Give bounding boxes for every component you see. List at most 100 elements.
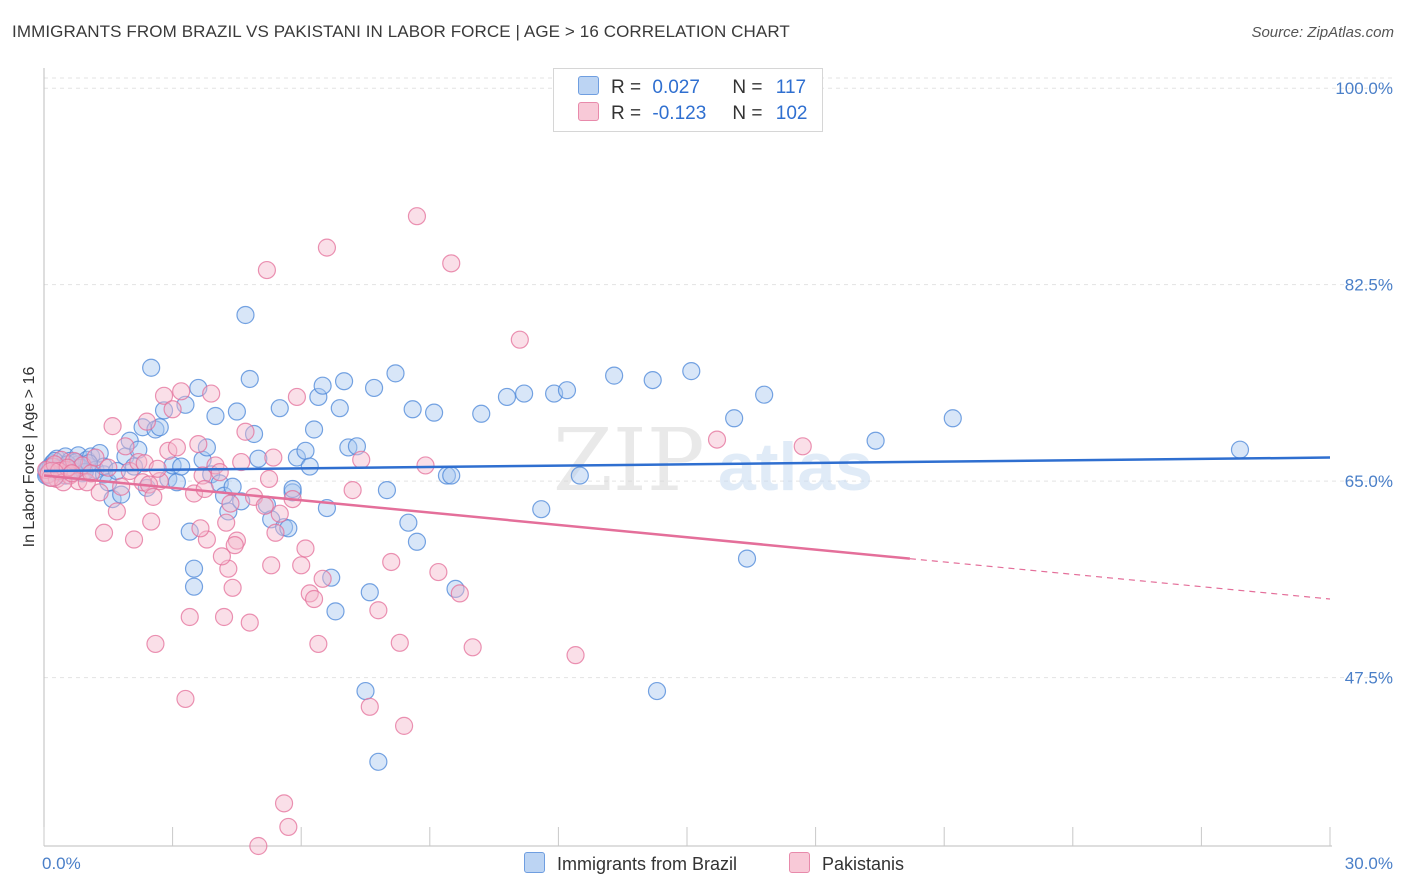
legend-n-value: 117	[775, 77, 807, 98]
pakistani-point	[249, 836, 268, 856]
brazil-point	[347, 437, 367, 456]
pakistani-point	[240, 613, 259, 632]
pakistani-point	[189, 434, 208, 454]
pakistani-point	[255, 496, 274, 515]
brazil-point	[180, 522, 199, 541]
brazil-point	[943, 409, 962, 428]
brazil-point	[240, 369, 259, 389]
pakistani-point	[172, 382, 191, 401]
pakistani-point	[212, 547, 231, 566]
brazil-point	[386, 364, 405, 383]
brazil-point	[326, 602, 345, 621]
pakistani-point	[107, 502, 126, 521]
brazil-point	[472, 404, 491, 423]
brazil-point	[184, 559, 204, 578]
pakistani-point	[309, 634, 328, 654]
pakistani-point	[232, 452, 251, 472]
trend-line-pakistanis-extension	[909, 558, 1331, 600]
pakistani-point	[86, 448, 105, 467]
pakistani-point	[369, 601, 388, 620]
x-tick-label-min: 0.0%	[42, 854, 81, 873]
brazil-point	[330, 399, 349, 418]
pakistani-point	[142, 512, 161, 531]
pakistani-point	[707, 430, 727, 449]
pakistani-point	[202, 384, 221, 403]
trend-line-brazil	[43, 456, 1331, 473]
pakistani-point	[463, 638, 482, 657]
brazil-point	[643, 370, 662, 390]
series-brazil-points	[37, 305, 1250, 771]
pakistani-point	[450, 584, 469, 603]
legend-r-label: R =	[611, 103, 642, 124]
brazil-point	[309, 387, 328, 407]
brazil-point	[249, 449, 268, 468]
brazil-point	[112, 485, 131, 504]
pakistani-point	[167, 438, 186, 457]
brazil-point	[605, 366, 624, 385]
pakistani-point	[343, 481, 362, 500]
pakistani-point	[180, 607, 199, 627]
legend-swatch-brazil	[578, 76, 599, 95]
brazil-point	[227, 402, 246, 421]
chart-title: IMMIGRANTS FROM BRAZIL VS PAKISTANI IN L…	[12, 22, 790, 41]
y-tick-labels: 47.5% 65.0% 82.5% 100.0%	[1335, 79, 1393, 687]
brazil-point	[647, 681, 667, 701]
pakistani-point	[144, 487, 163, 506]
bottom-legend-swatch-pakistanis	[789, 852, 810, 873]
x-tick-label-max: 30.0%	[1345, 854, 1393, 873]
pakistani-point	[103, 417, 122, 436]
pakistani-point	[262, 556, 281, 575]
pakistani-point	[225, 536, 244, 555]
pakistani-point	[99, 458, 118, 477]
brazil-point	[142, 358, 161, 377]
legend-row-pakistanis: R = -0.123 N = 102	[578, 102, 807, 126]
source-label: Source: ZipAtlas.com	[1251, 24, 1394, 41]
brazil-point	[737, 549, 757, 568]
pakistani-point	[510, 330, 529, 349]
legend-swatch-pakistanis	[578, 102, 599, 121]
pakistani-point	[221, 494, 240, 513]
brazil-point	[236, 305, 255, 325]
pakistani-point	[124, 530, 144, 549]
axes	[43, 68, 1332, 847]
pakistani-point	[217, 513, 236, 532]
brazil-point	[270, 399, 289, 418]
brazil-point	[283, 479, 302, 499]
pakistani-point	[416, 456, 435, 475]
brazil-point	[364, 378, 384, 398]
bottom-legend-swatch-brazil	[524, 852, 545, 873]
pakistani-point	[94, 523, 114, 542]
pakistani-point	[313, 569, 332, 588]
brazil-point	[403, 400, 422, 419]
trend-line-pakistanis	[43, 474, 911, 560]
pakistani-point	[279, 817, 298, 837]
trend-lines	[43, 456, 1331, 600]
brazil-point	[296, 441, 315, 460]
brazil-point	[1230, 440, 1250, 459]
brazil-point	[356, 681, 375, 701]
pakistani-point	[191, 519, 210, 538]
pakistani-point	[287, 387, 307, 407]
legend-r-value: 0.027	[652, 77, 700, 98]
bottom-legend-brazil: Immigrants from Brazil	[524, 852, 737, 875]
pakistani-point	[360, 697, 379, 716]
pakistani-point	[257, 260, 277, 280]
pakistani-point	[116, 437, 135, 456]
y-axis-label: In Labor Force | Age > 16	[21, 367, 38, 548]
brazil-point	[755, 385, 774, 404]
legend-n-label: N =	[732, 77, 763, 98]
brazil-point	[570, 466, 589, 485]
pakistani-point	[266, 523, 285, 542]
watermark-atlas: atlas	[718, 429, 873, 505]
pakistani-point	[223, 578, 242, 597]
pakistani-point	[382, 552, 401, 572]
pakistani-point	[197, 530, 216, 549]
brazil-point	[369, 752, 388, 771]
brazil-point	[172, 457, 191, 476]
brazil-point	[407, 532, 427, 551]
brazil-point	[497, 387, 517, 407]
pakistani-point	[270, 504, 289, 523]
y-tick-label: 47.5%	[1345, 669, 1393, 688]
pakistani-point	[154, 386, 174, 405]
brazil-point	[442, 466, 461, 485]
